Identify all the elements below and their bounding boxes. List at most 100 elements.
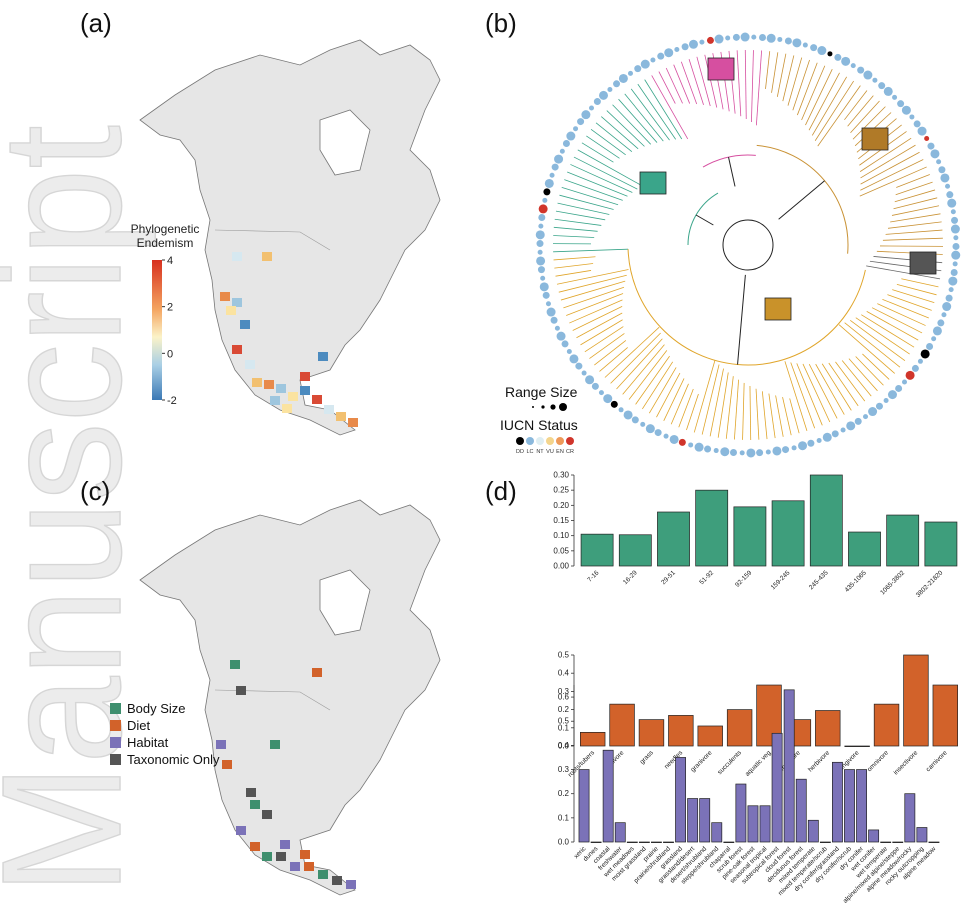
tip (817, 438, 822, 443)
bar (724, 842, 734, 843)
branch (901, 279, 938, 287)
iucn-key (516, 437, 524, 445)
bar (869, 830, 879, 842)
branch (805, 69, 832, 125)
tip (841, 427, 846, 432)
map-cell (318, 870, 328, 879)
x-tick-label: 29-51 (660, 569, 677, 586)
map-cell (232, 252, 242, 261)
legend-title: Range Size (505, 384, 578, 400)
x-tick-label: 159-245 (770, 569, 792, 591)
tip (550, 173, 555, 178)
page-body: Manuscript (a)(b)(c)(d)420-2Body SizeDie… (0, 0, 980, 915)
branch (788, 58, 802, 106)
bar (657, 512, 689, 566)
tip (575, 363, 582, 370)
tip (538, 250, 543, 255)
bar (848, 532, 880, 566)
root-arc (723, 220, 773, 270)
tip (938, 166, 945, 173)
tip (599, 390, 604, 395)
tip (646, 424, 655, 433)
y-tick-label: 0.25 (553, 486, 569, 495)
tip (912, 365, 919, 372)
tip (782, 446, 789, 453)
tip (741, 33, 750, 42)
tip (538, 266, 545, 273)
branch (816, 364, 845, 414)
legend-swatch (110, 703, 121, 714)
tip (759, 34, 766, 41)
tip (566, 132, 575, 141)
tip (863, 414, 868, 419)
y-tick-label: 0.4 (558, 669, 570, 678)
branch (553, 249, 628, 252)
map-c (140, 500, 440, 895)
branch (883, 238, 943, 240)
tip (941, 312, 946, 317)
map-cell (232, 345, 242, 354)
tip (581, 110, 590, 119)
iucn-key (556, 437, 564, 445)
tip (538, 224, 543, 229)
tip (937, 319, 944, 326)
tip (832, 430, 839, 437)
tip (930, 149, 939, 158)
tip (855, 418, 862, 425)
branch (835, 362, 864, 401)
tip (863, 71, 872, 80)
legend-title: Phylogenetic Endemism (115, 222, 215, 250)
branch (649, 367, 676, 413)
iucn-label: VU (546, 449, 554, 455)
tip (841, 57, 850, 66)
panel-label: (d) (485, 476, 517, 506)
branch (790, 398, 799, 433)
bar (675, 757, 685, 842)
tip (807, 440, 814, 447)
branch (582, 143, 614, 162)
bar (856, 770, 866, 842)
tip (918, 359, 923, 364)
bar (832, 762, 842, 842)
bar (929, 842, 939, 843)
bar (639, 842, 649, 843)
branch (756, 50, 761, 125)
tip (730, 449, 737, 456)
tip (641, 60, 650, 69)
y-tick-label: 0.05 (553, 546, 569, 555)
branch (896, 174, 930, 187)
tip (872, 78, 877, 83)
figure: Manuscript (a)(b)(c)(d)420-2Body SizeDie… (0, 0, 980, 915)
iucn-key (526, 437, 534, 445)
tip (810, 44, 817, 51)
tip (689, 40, 698, 49)
branch (726, 376, 733, 439)
tip (785, 37, 792, 44)
colorbar-tick-label: 2 (167, 302, 173, 314)
branch (856, 318, 910, 354)
bar (772, 733, 782, 842)
tip (707, 37, 714, 44)
branch (619, 99, 658, 142)
bar (663, 842, 673, 843)
bar (736, 784, 746, 842)
bar (904, 655, 929, 746)
branch (845, 323, 900, 367)
bar (874, 704, 899, 746)
map-cell (262, 852, 272, 861)
tip (562, 340, 569, 347)
y-tick-label: 0.4 (558, 741, 570, 750)
branch (894, 198, 938, 209)
map-cell (324, 405, 334, 414)
bar (698, 726, 723, 746)
iucn-key (536, 437, 544, 445)
bar (905, 794, 915, 842)
y-tick-label: 0.0 (558, 838, 570, 847)
clade-stem (696, 215, 713, 225)
tip (589, 105, 594, 110)
tip (552, 164, 559, 171)
tip (888, 390, 897, 399)
map-cell (240, 320, 250, 329)
legend-label: Body Size (127, 701, 186, 716)
tip (537, 240, 544, 247)
